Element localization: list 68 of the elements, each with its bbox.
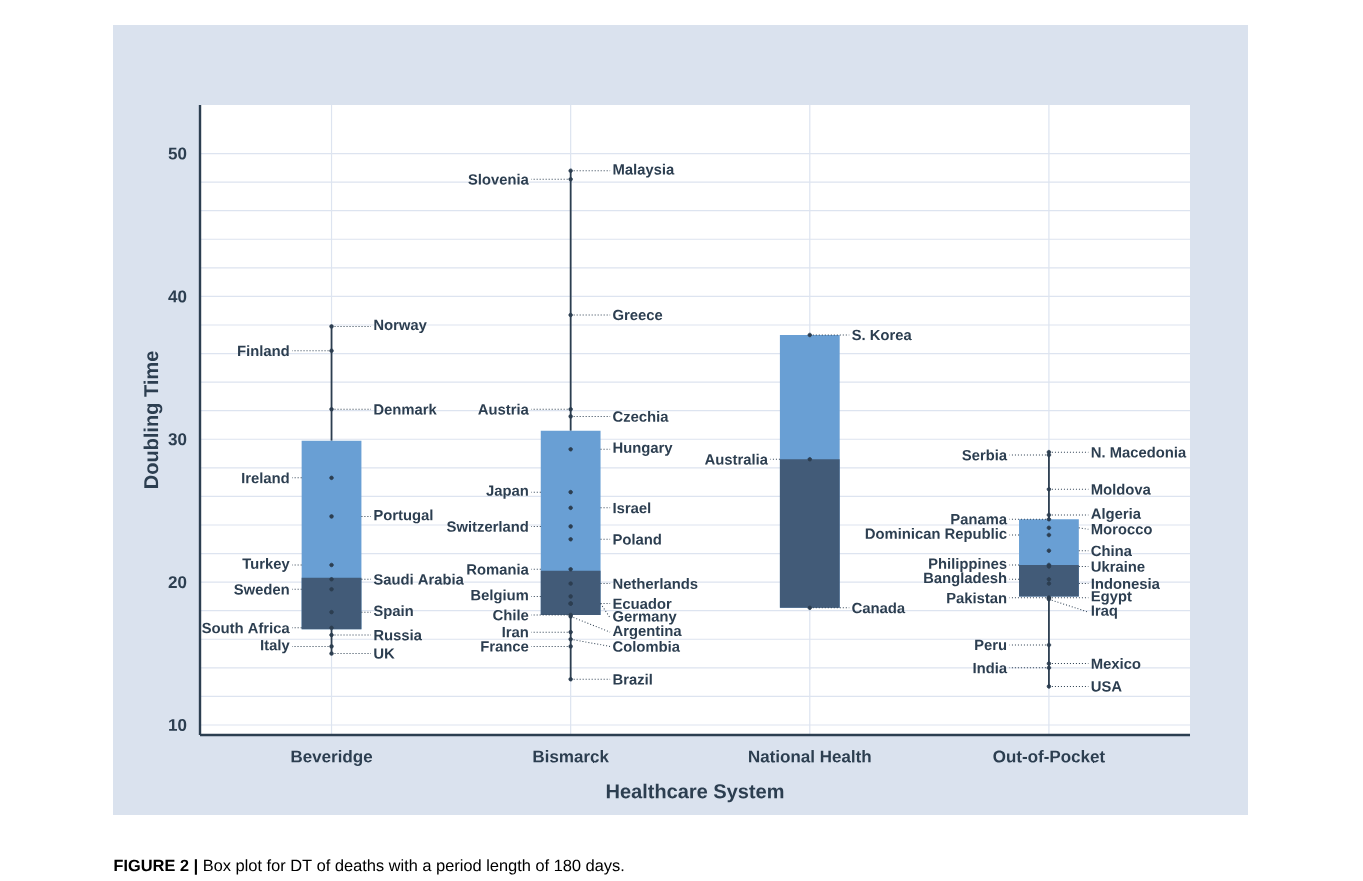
annotation: Ecuador [613, 598, 672, 609]
annotation: China [1091, 545, 1133, 557]
annotation: Malaysia [613, 163, 675, 178]
annotation: N. Macedonia [1091, 446, 1187, 458]
annotation: Israel [613, 502, 651, 514]
annotation: Russia [374, 629, 423, 641]
annotation: Norway [374, 319, 427, 334]
annotation: Ukraine [1091, 560, 1145, 572]
annotation: Colombia [613, 640, 681, 652]
annotation: Sweden [234, 583, 289, 595]
x-axis-title: Healthcare System [606, 783, 784, 803]
annotation: Finland [238, 345, 289, 357]
x-tick-label: Out-of-Pocket [993, 750, 1105, 763]
annotation: Brazil [613, 673, 652, 685]
annotation: Iraq [1091, 605, 1117, 619]
annotation: Indonesia [1091, 578, 1160, 589]
annotation: Chile [493, 609, 529, 621]
annotation: Pakistan [947, 592, 1007, 604]
annotation: Morocco [1091, 524, 1152, 535]
x-tick-label: National Health [749, 750, 871, 763]
annotation: Turkey [242, 558, 290, 572]
annotation: Austria [478, 403, 529, 415]
text: FIGURE 2 | Box plot for DT of deaths with a period length of 180 days. [114, 859, 624, 875]
y-tick-label: 20 [168, 576, 187, 589]
annotation: Czechia [613, 410, 669, 422]
annotation: Switzerland [447, 520, 528, 532]
annotation: Algeria [1091, 508, 1142, 522]
x-tick-label: Beveridge [291, 750, 373, 766]
annotation: Spain [373, 605, 413, 620]
annotation: Saudi Arabia [373, 573, 464, 585]
annotation: Egypt [1091, 591, 1132, 605]
annotation: Philippines [929, 558, 1007, 572]
annotation: Netherlands [613, 578, 698, 589]
annotation: Greece [613, 309, 663, 321]
annotation: Japan [486, 485, 528, 499]
annotation: Iran [502, 626, 528, 638]
annotation: Australia [704, 453, 769, 465]
y-tick-label: 10 [169, 718, 187, 731]
annotation: S. Korea [852, 329, 912, 341]
annotation: Slovenia [468, 173, 529, 185]
annotation: Bangladesh [924, 572, 1007, 587]
annotation: UK [374, 648, 395, 659]
annotation: Peru [975, 639, 1007, 651]
y-tick-label: 30 [168, 433, 187, 446]
annotation: Hungary [613, 442, 673, 456]
annotation: Canada [852, 602, 906, 614]
y-tick-label: 50 [168, 147, 187, 160]
annotation: Mexico [1091, 658, 1141, 669]
annotation: Panama [951, 514, 1008, 525]
annotation: Germany [613, 611, 677, 625]
annotation: Denmark [374, 403, 437, 415]
annotation: USA [1091, 681, 1122, 692]
annotation: Argentina [612, 625, 682, 640]
annotation: Dominican Republic [865, 528, 1007, 542]
annotation: Belgium [471, 589, 528, 604]
annotation: Italy [261, 639, 290, 654]
annotation: Romania [467, 563, 529, 575]
y-tick-label: 40 [168, 290, 187, 303]
annotation: Ireland [242, 472, 289, 484]
annotation: France [481, 641, 529, 652]
x-tick-label: Bismarck [533, 750, 609, 763]
annotation: South Africa [202, 622, 290, 634]
annotation: India [973, 662, 1008, 674]
y-axis-title: Doubling Time [143, 351, 163, 488]
annotation: Serbia [962, 449, 1008, 461]
annotation: Poland [613, 533, 661, 545]
annotation: Moldova [1091, 483, 1151, 495]
annotation: Portugal [374, 509, 433, 524]
